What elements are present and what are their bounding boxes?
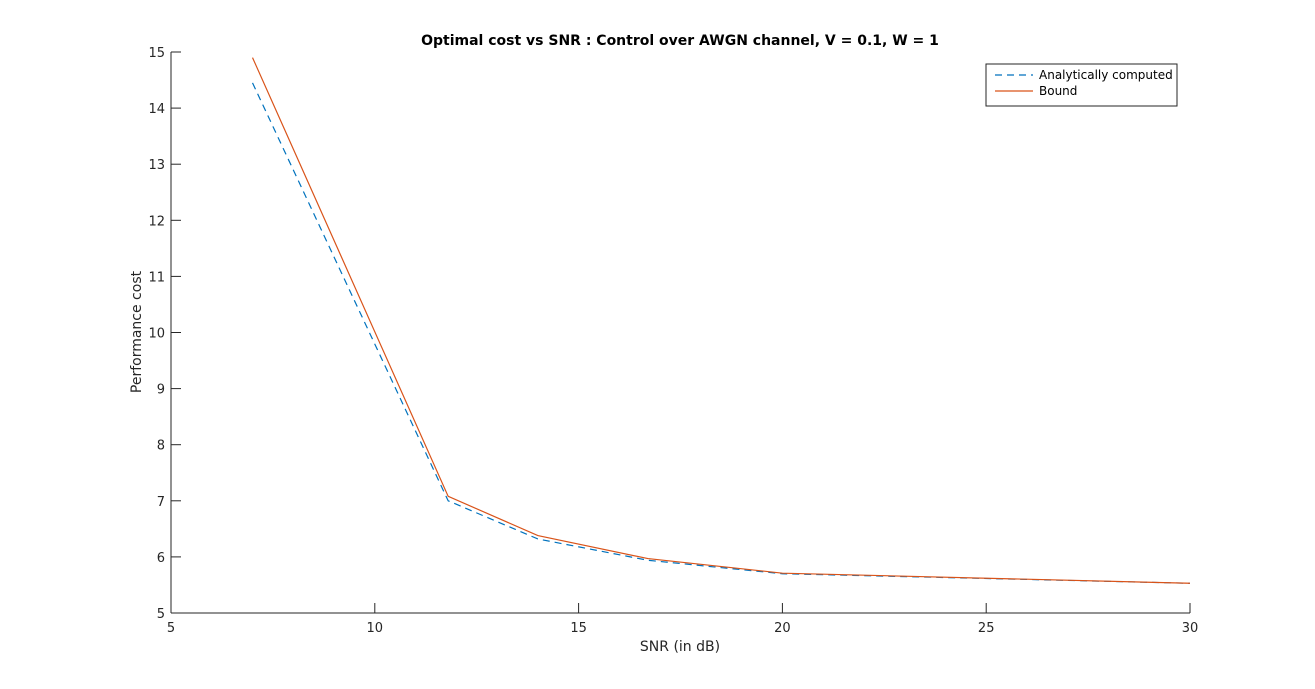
x-tick-label: 25	[978, 621, 995, 636]
y-tick-label: 13	[148, 158, 165, 173]
legend: Analytically computed Bound	[985, 63, 1178, 107]
x-tick-label: 15	[570, 621, 587, 636]
x-tick-label: 5	[167, 621, 175, 636]
y-tick-label: 6	[157, 551, 165, 566]
y-tick-label: 11	[148, 270, 165, 285]
y-axis-label: Performance cost	[129, 270, 145, 393]
x-axis-label: SNR (in dB)	[640, 639, 720, 655]
x-tick-label: 20	[774, 621, 791, 636]
series-line-bound	[251, 57, 1191, 584]
legend-label: Analytically computed	[1039, 68, 1173, 82]
x-tick-label: 10	[367, 621, 384, 636]
chart-title: Optimal cost vs SNR : Control over AWGN …	[421, 33, 939, 49]
legend-box	[985, 63, 1178, 107]
y-tick-label: 8	[157, 439, 165, 454]
y-tick-label: 12	[148, 214, 165, 229]
legend-label: Bound	[1039, 84, 1077, 98]
y-tick-label: 9	[157, 383, 165, 398]
axes: 5 10 15 20 25 30 5 6 7 8 9 10 11 12 13 14 15	[148, 46, 1198, 636]
y-tick-label: 15	[148, 46, 165, 61]
y-tick-label: 5	[157, 607, 165, 622]
y-tick-label: 10	[148, 327, 165, 342]
series-line-analytically-computed	[251, 82, 1191, 584]
x-tick-label: 30	[1182, 621, 1199, 636]
y-tick-label: 14	[148, 102, 165, 117]
plot-area	[251, 57, 1191, 584]
y-tick-label: 7	[157, 495, 165, 510]
